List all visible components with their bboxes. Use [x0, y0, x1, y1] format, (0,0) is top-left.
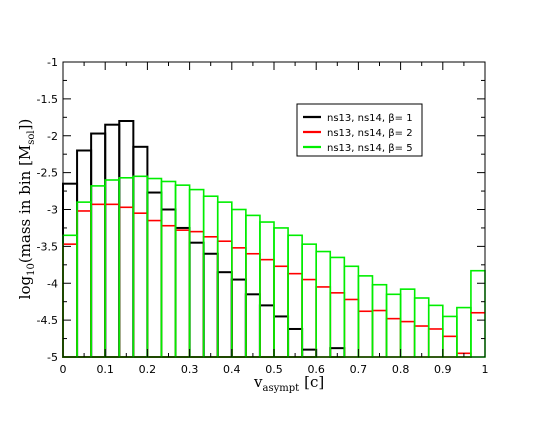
x-tick-label: 0.2	[139, 363, 157, 376]
x-tick-label: 0.6	[307, 363, 325, 376]
x-tick-label: 0.9	[434, 363, 452, 376]
y-tick-label: -1.5	[37, 93, 58, 106]
y-tick-label: -4.5	[37, 314, 58, 327]
x-tick-label: 0.7	[350, 363, 368, 376]
x-axis-title: vasympt [c]	[253, 373, 324, 394]
x-tick-label: 0.4	[223, 363, 241, 376]
y-tick-label: -5	[47, 351, 58, 364]
y-tick-label: -4	[47, 277, 58, 290]
legend: ns13, ns14, β= 1 ns13, ns14, β= 2 ns13, ns…	[296, 103, 423, 157]
y-tick-label: -2.5	[37, 167, 58, 180]
x-tick-label: 1	[482, 363, 489, 376]
y-tick-label: -2	[47, 130, 58, 143]
y-tick-label: -1	[47, 56, 58, 69]
y-tick-label: -3.5	[37, 240, 58, 253]
legend-label-1: ns13, ns14, β= 2	[327, 128, 413, 139]
x-tick-label: 0.8	[392, 363, 410, 376]
x-tick-label: 0.5	[265, 363, 283, 376]
legend-label-2: ns13, ns14, β= 5	[327, 143, 413, 154]
x-tick-label: 0.3	[181, 363, 199, 376]
legend-entries: ns13, ns14, β= 1 ns13, ns14, β= 2 ns13, ns…	[303, 113, 413, 154]
axis-ticks	[62, 61, 486, 358]
legend-label-0: ns13, ns14, β= 1	[327, 113, 413, 124]
y-axis-title: log10(mass in bin [Msol])	[16, 119, 37, 300]
x-tick-label: 0.1	[96, 363, 114, 376]
tick-labels: 0 0.1 0.2 0.3 0.4 0.5 0.6 0.7 0.8 0.9 1 -5 -4.5 -4 -3.…	[37, 56, 489, 376]
y-tick-label: -3	[47, 204, 58, 217]
x-tick-label: 0	[60, 363, 67, 376]
